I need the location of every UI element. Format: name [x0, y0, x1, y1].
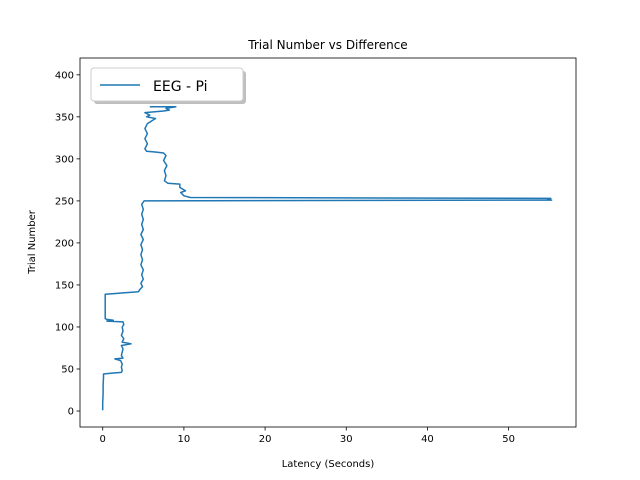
y-tick-label: 150 — [55, 280, 74, 291]
legend-label-eeg-pi: EEG - Pi — [153, 79, 208, 95]
y-axis: 0 50 100 150 200 250 300 350 400 — [55, 70, 80, 418]
legend-box — [90, 67, 244, 102]
plot-frame — [79, 57, 577, 428]
x-tick-label: 0 — [100, 434, 106, 445]
chart-title: Trial Number vs Difference — [247, 38, 407, 52]
series-layer — [101, 106, 553, 411]
x-tick-label: 40 — [421, 434, 434, 445]
y-tick-label: 0 — [68, 407, 74, 418]
y-tick-label: 50 — [61, 365, 74, 376]
x-axis: 0 10 20 30 40 50 — [100, 427, 515, 445]
legend: EEG - Pi — [90, 67, 246, 104]
x-tick-label: 30 — [340, 434, 353, 445]
series-line-eeg-pi — [101, 106, 553, 411]
y-axis-label: Trial Number — [27, 209, 38, 275]
y-tick-label: 250 — [55, 196, 74, 207]
x-tick-label: 10 — [178, 434, 191, 445]
plot-area — [80, 58, 576, 427]
y-tick-label: 200 — [55, 238, 74, 249]
y-tick-label: 300 — [55, 154, 74, 165]
y-tick-label: 350 — [55, 112, 74, 123]
x-tick-label: 50 — [502, 434, 515, 445]
y-tick-label: 100 — [55, 322, 74, 333]
y-tick-label: 400 — [55, 70, 74, 81]
x-axis-label: Latency (Seconds) — [282, 459, 375, 470]
x-tick-label: 20 — [259, 434, 272, 445]
